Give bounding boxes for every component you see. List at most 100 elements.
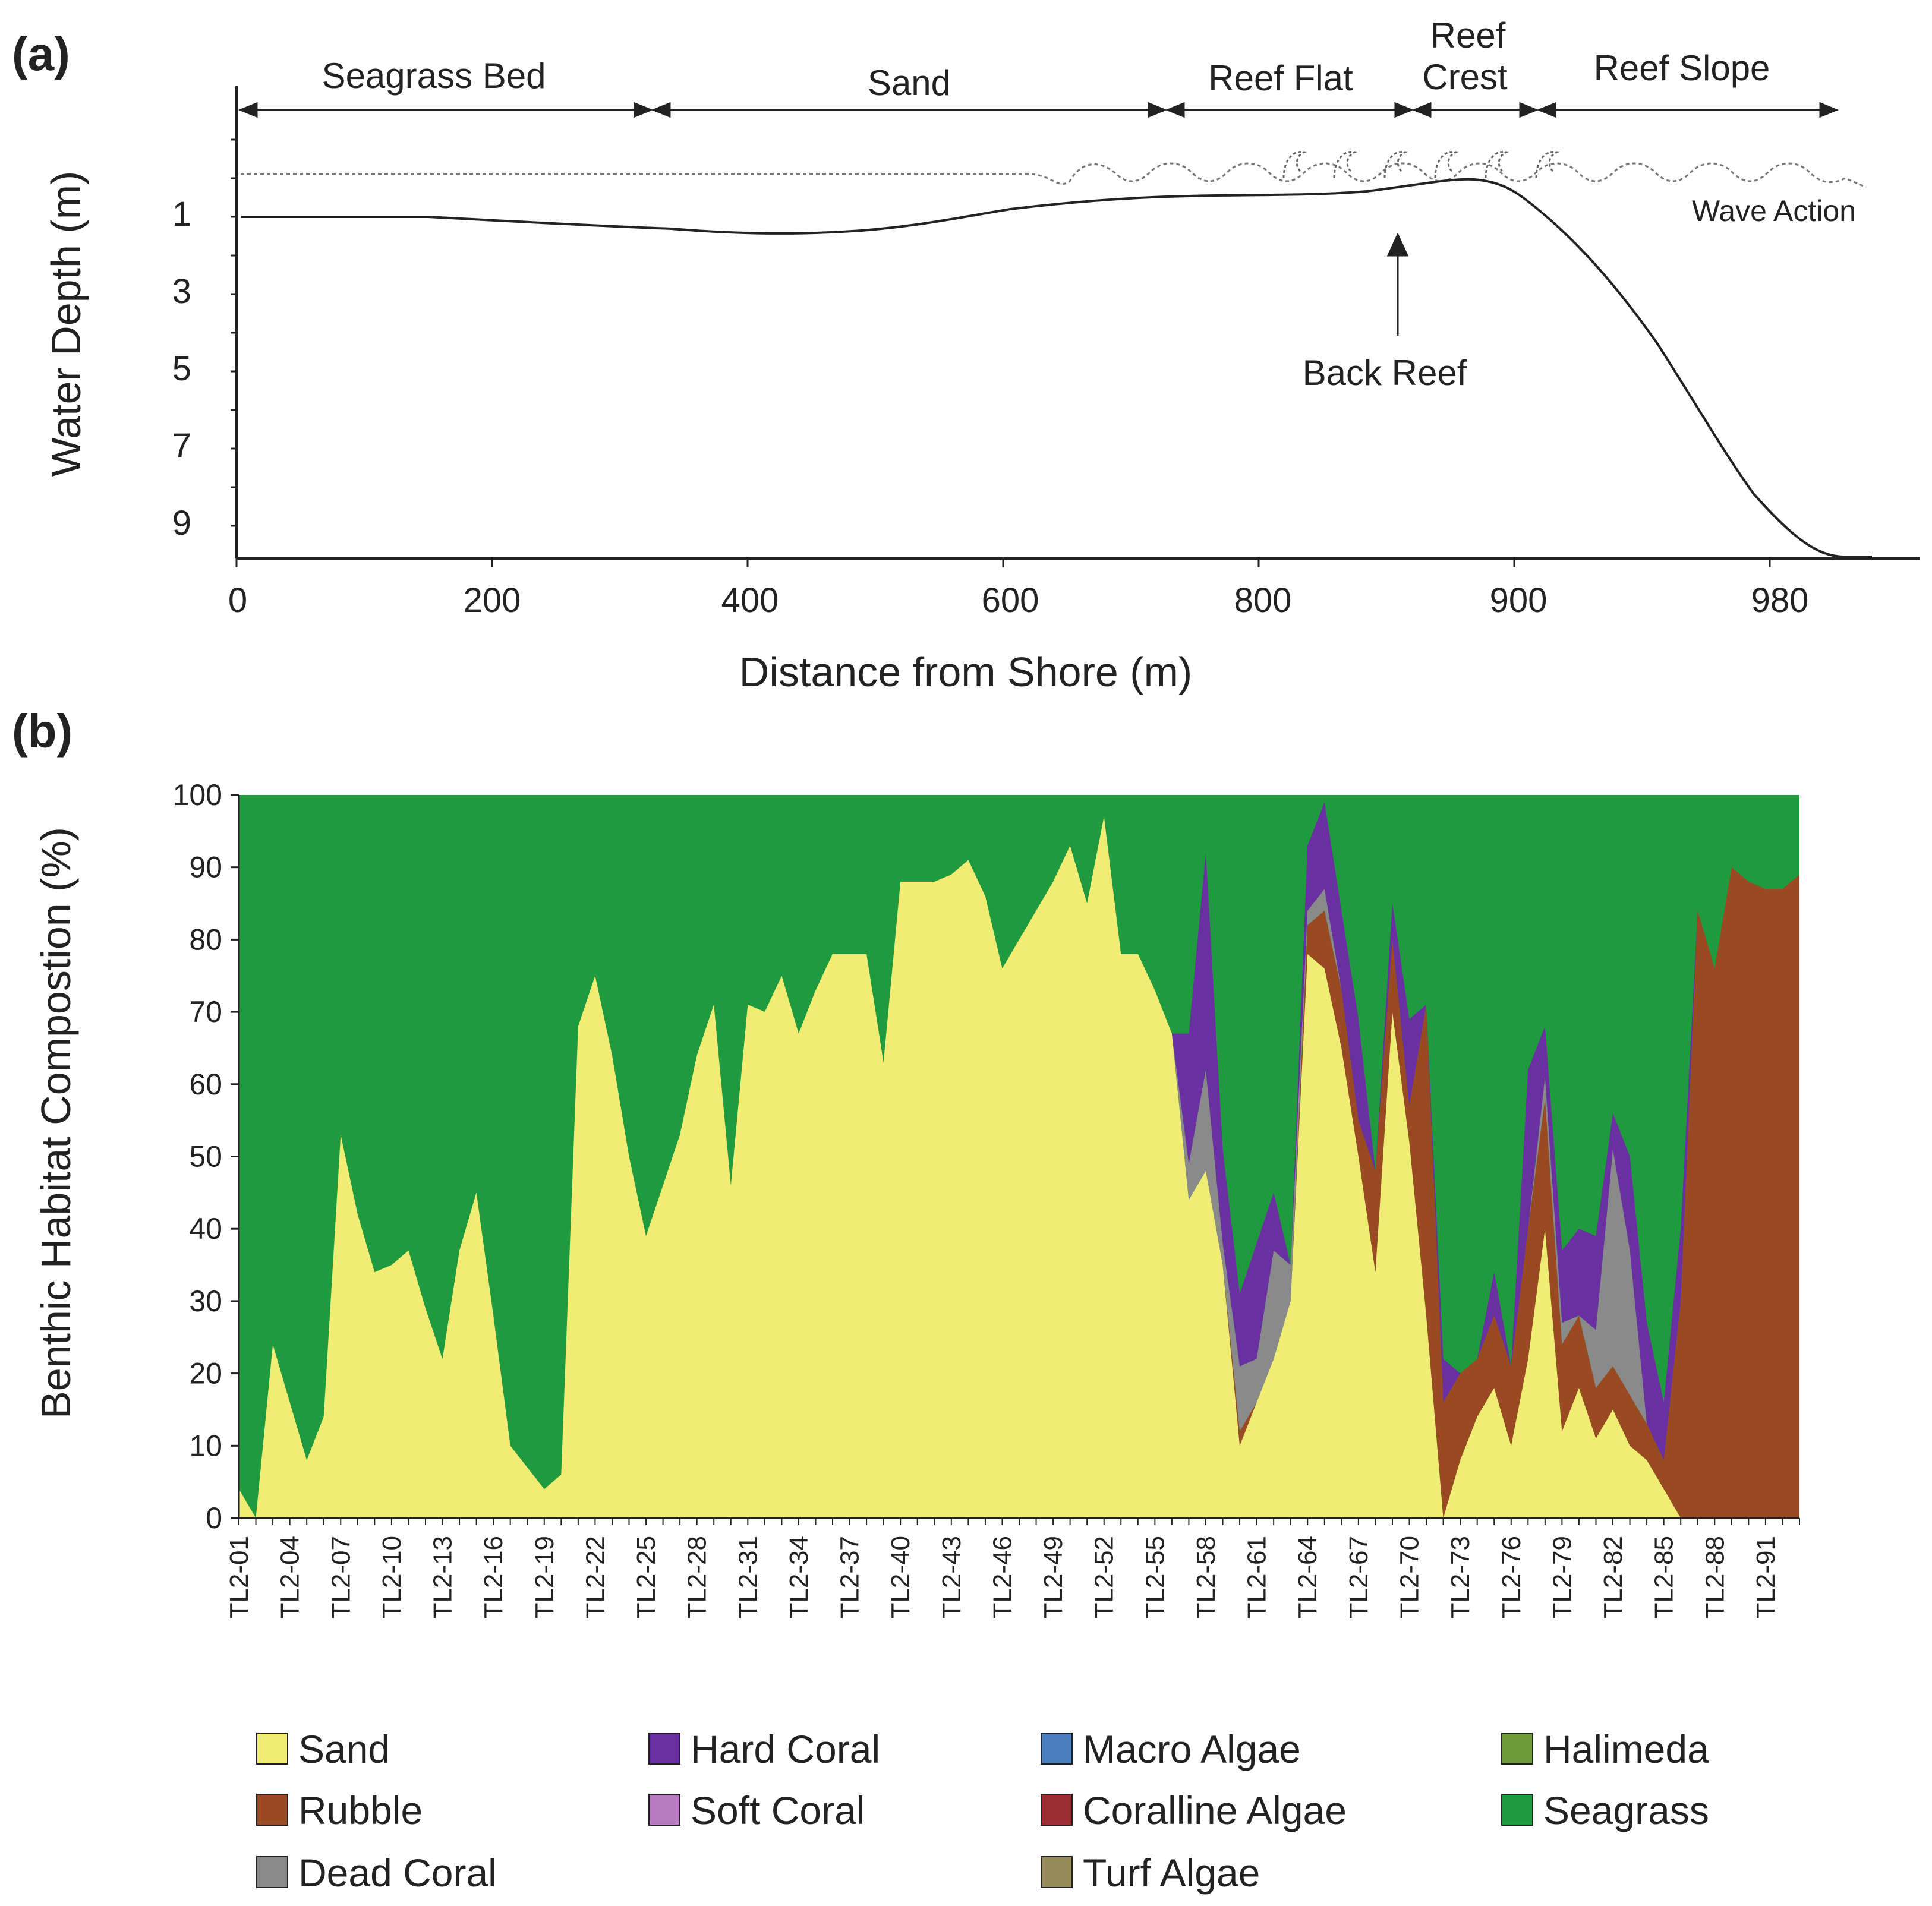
panel-b-y-tick-label: 90	[189, 851, 222, 884]
panel-b-x-tick-label: TL2-25	[632, 1536, 661, 1618]
legend-swatch	[1041, 1856, 1073, 1888]
zone-label-reef: Reef	[1430, 15, 1506, 55]
legend-swatch	[1501, 1794, 1533, 1826]
panel-b-x-tick-label: TL2-61	[1243, 1536, 1272, 1618]
legend-swatch	[256, 1856, 288, 1888]
panel-b-y-tick-label: 70	[189, 995, 222, 1028]
legend-label: Macro Algae	[1083, 1727, 1301, 1771]
panel-b-y-tick-label: 10	[189, 1429, 222, 1462]
water-surface-line	[241, 162, 1867, 188]
panel-b-x-tick-label: TL2-46	[988, 1536, 1017, 1618]
legend-item-turf-algae: Turf Algae	[1041, 1851, 1260, 1895]
panel-b-x-tick-label: TL2-34	[784, 1536, 814, 1618]
back-reef-label: Back Reef	[1303, 353, 1467, 393]
legend-item-rubble: Rubble	[256, 1788, 423, 1832]
legend-swatch	[1041, 1794, 1073, 1826]
area-sand	[239, 816, 1799, 1518]
panel-a-x-tick: 200	[464, 581, 521, 620]
panel-b-x-tick-label: TL2-55	[1140, 1536, 1170, 1618]
panel-b-x-tick-label: TL2-43	[937, 1536, 966, 1618]
panel-b-x-tick-label: TL2-31	[733, 1536, 762, 1618]
legend-label: Coralline Algae	[1083, 1788, 1347, 1832]
legend-item-halimeda: Halimeda	[1501, 1727, 1709, 1771]
legend-label: Dead Coral	[298, 1851, 497, 1895]
legend-item-soft-coral: Soft Coral	[648, 1788, 865, 1832]
legend-label: Turf Algae	[1083, 1851, 1260, 1895]
breaking-waves	[1282, 150, 1561, 179]
legend-label: Soft Coral	[691, 1788, 865, 1832]
panel-a-y-title: Water Depth (m)	[43, 171, 89, 477]
panel-a-x-title: Distance from Shore (m)	[739, 649, 1192, 695]
legend-label: Hard Coral	[691, 1727, 880, 1771]
panel-b-x-tick-label: TL2-10	[377, 1536, 406, 1618]
panel-b-label: (b)	[12, 705, 73, 758]
legend-swatch	[648, 1794, 680, 1826]
panel-a: (a) 1 3 5 7 9	[12, 15, 1920, 695]
panel-b-x-tick-label: TL2-88	[1700, 1536, 1729, 1618]
zone-label-reef-flat: Reef Flat	[1208, 58, 1353, 98]
panel-b-x-tick-label: TL2-64	[1293, 1536, 1322, 1618]
panel-b-x-tick-label: TL2-13	[428, 1536, 458, 1618]
panel-b: (b) Benthic Habitat Compostion (%) 0 10 20…	[12, 705, 1800, 1618]
legend: Sand Hard Coral Macro Algae Halimeda Rub…	[256, 1727, 1709, 1895]
legend-label: Halimeda	[1543, 1727, 1709, 1771]
legend-swatch	[1501, 1733, 1533, 1765]
panel-a-x-tick: 980	[1751, 581, 1809, 620]
panel-b-x-tick-label: TL2-49	[1039, 1536, 1068, 1618]
panel-a-x-tick: 800	[1234, 581, 1292, 620]
panel-a-x-tick: 400	[721, 581, 779, 620]
panel-b-x-tick-label: TL2-58	[1192, 1536, 1221, 1618]
legend-swatch	[256, 1794, 288, 1826]
panel-b-x-tick-label: TL2-70	[1395, 1536, 1424, 1618]
zone-arrows	[238, 102, 1839, 118]
panel-b-x-tick-label: TL2-01	[225, 1536, 254, 1618]
panel-b-y-title: Benthic Habitat Compostion (%)	[33, 827, 79, 1419]
panel-b-x-tick-label: TL2-73	[1446, 1536, 1475, 1618]
panel-b-x-tick-label: TL2-22	[581, 1536, 610, 1618]
panel-b-x-tick-label: TL2-67	[1344, 1536, 1373, 1618]
panel-b-y-tick-label: 0	[206, 1501, 222, 1535]
legend-swatch	[256, 1733, 288, 1765]
panel-a-y-tick: 1	[172, 195, 191, 233]
legend-label: Sand	[298, 1727, 390, 1771]
panel-b-y-tick-label: 30	[189, 1285, 222, 1318]
area-rubble	[239, 816, 1799, 1518]
zone-label-seagrass-bed: Seagrass Bed	[322, 56, 546, 96]
panel-b-x-tick-label: TL2-16	[479, 1536, 508, 1618]
panel-b-y-tick-label: 20	[189, 1357, 222, 1390]
legend-swatch	[1041, 1733, 1073, 1765]
panel-a-y-tick: 9	[172, 504, 191, 542]
legend-label: Rubble	[298, 1788, 423, 1832]
panel-b-x-tick-label: TL2-91	[1751, 1536, 1780, 1618]
panel-a-y-tick: 5	[172, 349, 191, 388]
panel-b-y-tick-label: 60	[189, 1068, 222, 1101]
legend-item-dead-coral: Dead Coral	[256, 1851, 497, 1895]
legend-item-sand: Sand	[256, 1727, 390, 1771]
panel-b-axes: 0 10 20 30 40 50 60 70 80 90 100 TL2-01 TL2-04 TL2-07…	[173, 778, 1800, 1618]
panel-a-x-tick: 600	[982, 581, 1039, 620]
back-reef-arrow	[1386, 232, 1409, 336]
panel-a-label: (a)	[12, 27, 70, 80]
panel-a-y-ticks	[231, 138, 237, 527]
legend-swatch	[648, 1733, 680, 1765]
panel-b-x-tick-label: TL2-40	[886, 1536, 915, 1618]
bottom-profile-line	[241, 178, 1872, 558]
legend-label: Seagrass	[1543, 1788, 1709, 1832]
panel-a-x-tick: 900	[1490, 581, 1548, 620]
legend-item-hard-coral: Hard Coral	[648, 1727, 880, 1771]
legend-item-macro-algae: Macro Algae	[1041, 1727, 1301, 1771]
wave-action-label: Wave Action	[1692, 194, 1856, 228]
panel-a-x-tick: 0	[228, 581, 247, 620]
panel-b-x-tick-label: TL2-79	[1548, 1536, 1577, 1618]
panel-b-y-tick-label: 40	[189, 1212, 222, 1245]
panel-a-y-tick: 3	[172, 272, 191, 311]
panel-b-x-tick-label: TL2-52	[1090, 1536, 1119, 1618]
panel-b-x-tick-label: TL2-19	[530, 1536, 559, 1618]
panel-b-y-tick-label: 100	[173, 778, 222, 812]
legend-item-coralline-algae: Coralline Algae	[1041, 1788, 1347, 1832]
stacked-area-layers	[239, 795, 1799, 1518]
zone-label-crest: Crest	[1422, 57, 1508, 97]
panel-b-x-tick-label: TL2-28	[683, 1536, 712, 1618]
panel-a-x-ticks	[235, 558, 1771, 567]
